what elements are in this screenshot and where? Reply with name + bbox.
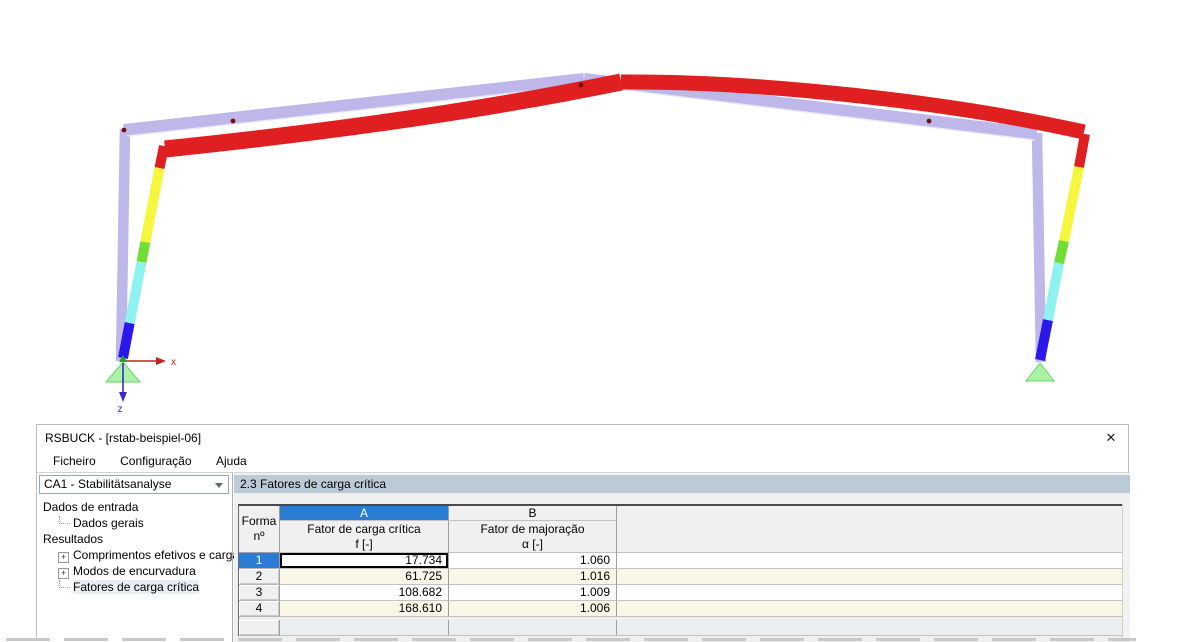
cell-filler bbox=[280, 620, 449, 636]
z-axis-label: z bbox=[118, 404, 123, 415]
tree-item-dados-gerais[interactable]: Dados gerais bbox=[37, 515, 232, 531]
axes-gizmo: x z bbox=[118, 355, 176, 415]
table-header: Forma nº A Fator de carga crítica f [-] … bbox=[239, 506, 1123, 553]
menu-configuracao[interactable]: Configuração bbox=[120, 454, 192, 468]
frame-drawing: x z bbox=[104, 73, 1090, 415]
tree-connector bbox=[59, 516, 70, 524]
section-title: 2.3 Fatores de carga crítica bbox=[234, 475, 1130, 493]
column-header-a[interactable]: A bbox=[280, 506, 449, 521]
menubar: Ficheiro Configuração Ajuda bbox=[37, 451, 1128, 472]
tree-item-resultados[interactable]: Resultados bbox=[43, 532, 104, 546]
x-axis-arrow-icon bbox=[156, 357, 166, 365]
navigator-tree: Dados de entrada Dados gerais Resultados… bbox=[37, 499, 239, 595]
tree-item-dados-de-entrada[interactable]: Dados de entrada bbox=[43, 500, 139, 514]
cell-f-1[interactable]: 17.734 bbox=[280, 553, 449, 569]
results-table: Forma nº A Fator de carga crítica f [-] … bbox=[238, 504, 1123, 636]
row-header-4[interactable]: 4 bbox=[239, 601, 280, 617]
column-title-a: Fator de carga crítica f [-] bbox=[280, 521, 449, 553]
cell-f-3[interactable]: 108.682 bbox=[280, 585, 449, 601]
column-header-b[interactable]: B bbox=[449, 506, 617, 521]
member-right-column[interactable] bbox=[1031, 132, 1047, 363]
z-axis-arrow-icon bbox=[119, 392, 127, 402]
mode-shape-right-column[interactable] bbox=[1035, 133, 1090, 361]
table-empty-row bbox=[239, 620, 1123, 636]
tree-item-modos-de-encurvadura[interactable]: + Modos de encurvadura bbox=[37, 563, 232, 579]
window-title: RSBUCK - [rstab-beispiel-06] bbox=[45, 431, 202, 445]
model-viewport[interactable]: x z bbox=[0, 0, 1192, 424]
cell-filler bbox=[617, 601, 1123, 617]
table-row: 2 61.725 1.016 bbox=[239, 569, 1123, 585]
cell-filler bbox=[617, 620, 1123, 636]
column-filler bbox=[617, 506, 1123, 553]
tree-connector bbox=[59, 580, 70, 588]
results-panel: 2.3 Fatores de carga crítica Forma nº A … bbox=[234, 473, 1130, 642]
cell-f-4[interactable]: 168.610 bbox=[280, 601, 449, 617]
close-icon[interactable]: ✕ bbox=[1105, 430, 1117, 445]
expand-plus-icon[interactable]: + bbox=[58, 552, 69, 563]
member-left-column[interactable] bbox=[115, 128, 131, 362]
frame-edge-highlights bbox=[126, 84, 1036, 141]
mode-shape-left-rafter[interactable] bbox=[164, 73, 623, 158]
cell-alpha-3[interactable]: 1.009 bbox=[449, 585, 617, 601]
row-header-3[interactable]: 3 bbox=[239, 585, 280, 601]
menu-ajuda[interactable]: Ajuda bbox=[215, 454, 247, 468]
chevron-down-icon bbox=[215, 483, 223, 488]
x-axis-label: x bbox=[171, 357, 176, 368]
support-right-icon bbox=[1024, 362, 1056, 382]
cell-filler bbox=[617, 585, 1123, 601]
cell-f-2[interactable]: 61.725 bbox=[280, 569, 449, 585]
cell-alpha-4[interactable]: 1.006 bbox=[449, 601, 617, 617]
member-left-rafter[interactable] bbox=[123, 73, 585, 136]
mode-shape-left-column[interactable] bbox=[118, 144, 169, 359]
navigator-panel: CA1 - Stabilitätsanalyse Dados de entrad… bbox=[37, 473, 239, 642]
menu-divider bbox=[37, 472, 1128, 473]
rsbuck-window: RSBUCK - [rstab-beispiel-06] ✕ Ficheiro … bbox=[36, 424, 1130, 642]
cell-alpha-1[interactable]: 1.060 bbox=[449, 553, 617, 569]
cell-filler bbox=[617, 553, 1123, 569]
cell-filler bbox=[449, 620, 617, 636]
expand-plus-icon[interactable]: + bbox=[58, 568, 69, 579]
row-header-1[interactable]: 1 bbox=[239, 553, 280, 569]
mode-shape-right-rafter[interactable] bbox=[620, 74, 1086, 140]
table-row: 1 17.734 1.060 bbox=[239, 553, 1123, 569]
case-selector[interactable]: CA1 - Stabilitätsanalyse bbox=[39, 475, 229, 494]
row-header-empty[interactable] bbox=[239, 620, 280, 636]
node-markers bbox=[121, 82, 932, 133]
case-selector-value: CA1 - Stabilitätsanalyse bbox=[44, 477, 172, 491]
bottom-edge-artifact bbox=[6, 638, 1136, 641]
row-header-2[interactable]: 2 bbox=[239, 569, 280, 585]
corner-header: Forma nº bbox=[239, 506, 280, 553]
tree-item-fatores-carga-critica[interactable]: Fatores de carga crítica bbox=[37, 579, 232, 595]
table-row: 3 108.682 1.009 bbox=[239, 585, 1123, 601]
menu-ficheiro[interactable]: Ficheiro bbox=[53, 454, 96, 468]
titlebar[interactable]: RSBUCK - [rstab-beispiel-06] ✕ bbox=[37, 425, 1128, 451]
y-axis-arrow-icon bbox=[119, 355, 127, 362]
cell-filler bbox=[617, 569, 1123, 585]
vertical-scrollbar[interactable] bbox=[1122, 504, 1130, 638]
cell-alpha-2[interactable]: 1.016 bbox=[449, 569, 617, 585]
column-title-b: Fator de majoração α [-] bbox=[449, 521, 617, 553]
table-row: 4 168.610 1.006 bbox=[239, 601, 1123, 617]
tree-item-comprimentos-efetivos[interactable]: + Comprimentos efetivos e carga bbox=[37, 547, 239, 563]
